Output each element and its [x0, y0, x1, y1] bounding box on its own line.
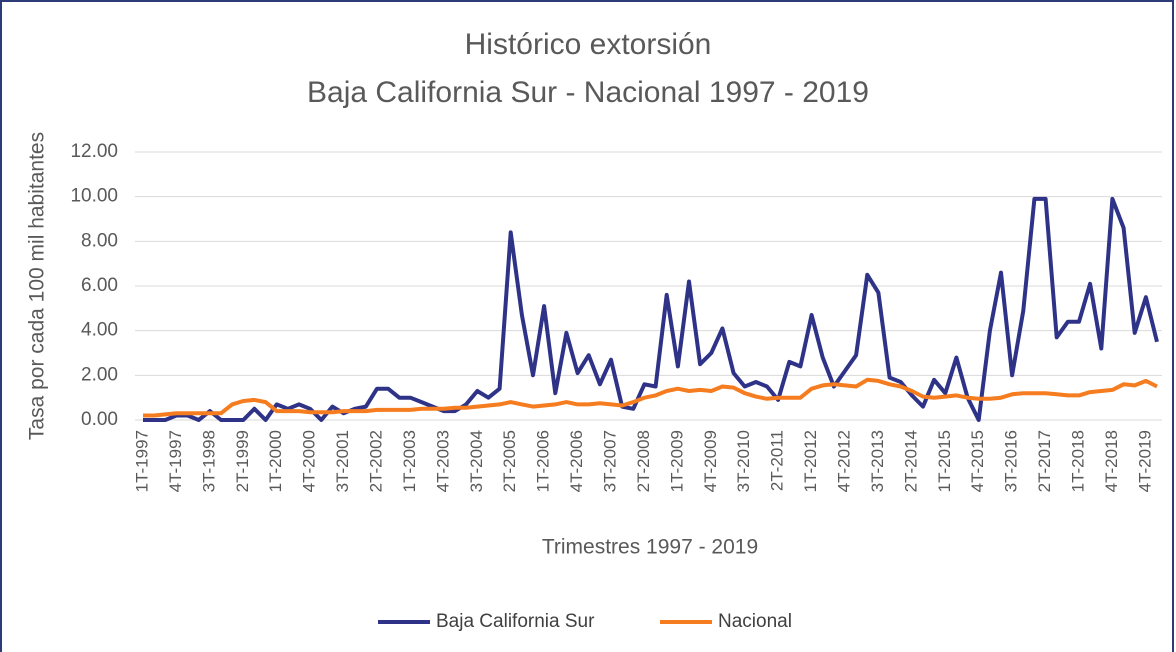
x-tick-label: 4T-2015 [968, 430, 987, 492]
line-series [143, 377, 1158, 418]
x-tick-label: 4T-2012 [834, 430, 853, 492]
y-axis-title: Tasa por cada 100 mil habitantes [26, 132, 49, 440]
x-tick-label: 4T-2006 [567, 430, 586, 492]
y-tick-label: 12.00 [70, 141, 118, 162]
x-tick-label: 2T-2008 [634, 430, 653, 492]
x-tick-label: 2T-2014 [901, 430, 920, 492]
x-tick-label: 1T-2015 [935, 430, 954, 492]
x-tick-label: 2T-2002 [366, 430, 385, 492]
y-tick-label: 10.00 [70, 186, 118, 207]
x-tick-label: 1T-2018 [1068, 430, 1087, 492]
x-tick-label: 1T-2006 [534, 430, 553, 492]
y-tick-label: 6.00 [81, 275, 118, 296]
x-tick-label: 2T-1999 [233, 430, 252, 492]
legend-label: Baja California Sur [436, 611, 595, 632]
x-tick-label: 3T-1998 [199, 430, 218, 492]
x-tick-label: 4T-2009 [701, 430, 720, 492]
x-tick-label: 1T-2003 [400, 430, 419, 492]
chart-subtitle: Baja California Sur - Nacional 1997 - 20… [307, 76, 869, 109]
x-tick-label: 3T-2013 [868, 430, 887, 492]
y-tick-label: 2.00 [81, 364, 118, 385]
x-tick-label: 2T-2005 [500, 430, 519, 492]
x-tick-label: 4T-2003 [433, 430, 452, 492]
x-tick-label: 4T-2018 [1102, 430, 1121, 492]
chart-title: Histórico extorsión [465, 28, 712, 61]
y-tick-label: 8.00 [81, 230, 118, 251]
x-tick-label: 4T-1997 [166, 430, 185, 492]
x-tick-label: 3T-2007 [600, 430, 619, 492]
x-tick-label: 3T-2010 [734, 430, 753, 492]
y-tick-label: 0.00 [81, 409, 118, 430]
x-tick-label: 2T-2011 [768, 430, 787, 491]
x-tick-label: 3T-2004 [467, 430, 486, 492]
x-tick-label: 4T-2000 [300, 430, 319, 492]
x-tick-label: 3T-2016 [1002, 430, 1021, 492]
x-tick-label: 1T-2000 [266, 430, 285, 492]
x-tick-label: 1T-2012 [801, 430, 820, 492]
x-tick-label: 1T-1997 [132, 430, 151, 492]
y-tick-label: 4.00 [81, 320, 118, 341]
x-tick-label: 3T-2001 [333, 430, 352, 492]
x-tick-label: 4T-2019 [1135, 430, 1154, 492]
x-tick-label: 1T-2009 [667, 430, 686, 492]
x-tick-label: 2T-2017 [1035, 430, 1054, 492]
legend-label: Nacional [718, 611, 792, 632]
x-axis-title: Trimestres 1997 - 2019 [542, 536, 758, 559]
